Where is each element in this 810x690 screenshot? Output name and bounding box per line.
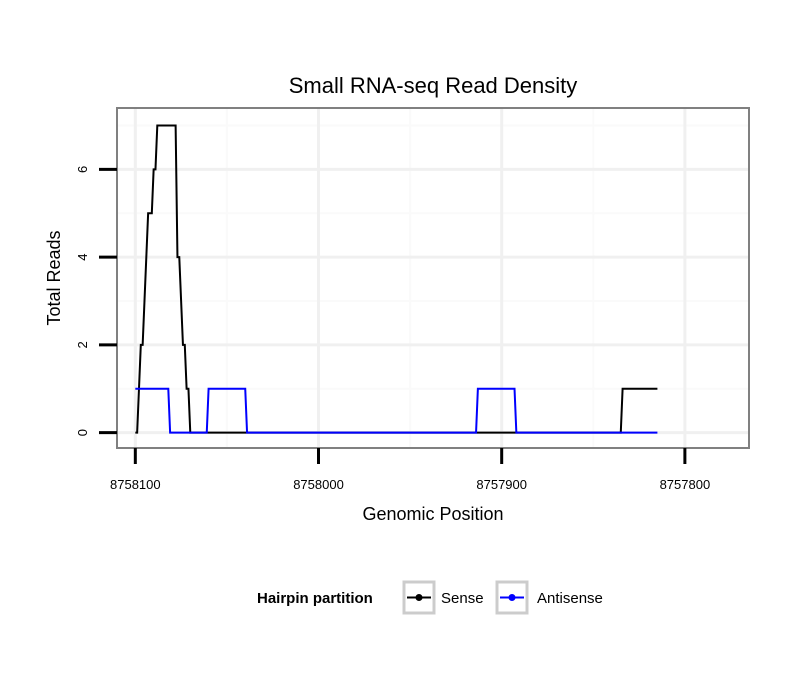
- y-tick-label: 4: [75, 254, 90, 261]
- y-tick-label: 2: [75, 341, 90, 348]
- plot-background: [117, 108, 749, 448]
- legend-marker-antisense: [508, 594, 516, 601]
- x-axis-label: Genomic Position: [362, 504, 503, 524]
- legend-item-sense: Sense: [402, 580, 484, 615]
- chart-title: Small RNA-seq Read Density: [289, 73, 578, 98]
- x-axis: 8758100 8758000 8757900 8757800: [110, 448, 710, 492]
- y-tick-label: 0: [75, 429, 90, 436]
- y-axis: 0 2 4 6: [75, 166, 117, 436]
- y-tick-label: 6: [75, 166, 90, 173]
- x-tick-label: 8758100: [110, 477, 161, 492]
- legend: Hairpin partition Sense Antisense: [257, 580, 603, 615]
- x-tick-label: 8758000: [293, 477, 344, 492]
- plot-border: [116, 107, 750, 449]
- series-line-antisense: [135, 387, 658, 434]
- legend-label-antisense: Antisense: [537, 590, 603, 607]
- legend-label-sense: Sense: [441, 590, 484, 607]
- x-tick-label: 8757900: [476, 477, 527, 492]
- y-axis-label: Total Reads: [44, 230, 64, 325]
- legend-item-antisense: Antisense: [495, 580, 603, 615]
- legend-title: Hairpin partition: [257, 590, 373, 607]
- x-tick-label: 8757800: [660, 477, 711, 492]
- legend-marker-sense: [415, 594, 423, 601]
- series-lines: [135, 124, 658, 434]
